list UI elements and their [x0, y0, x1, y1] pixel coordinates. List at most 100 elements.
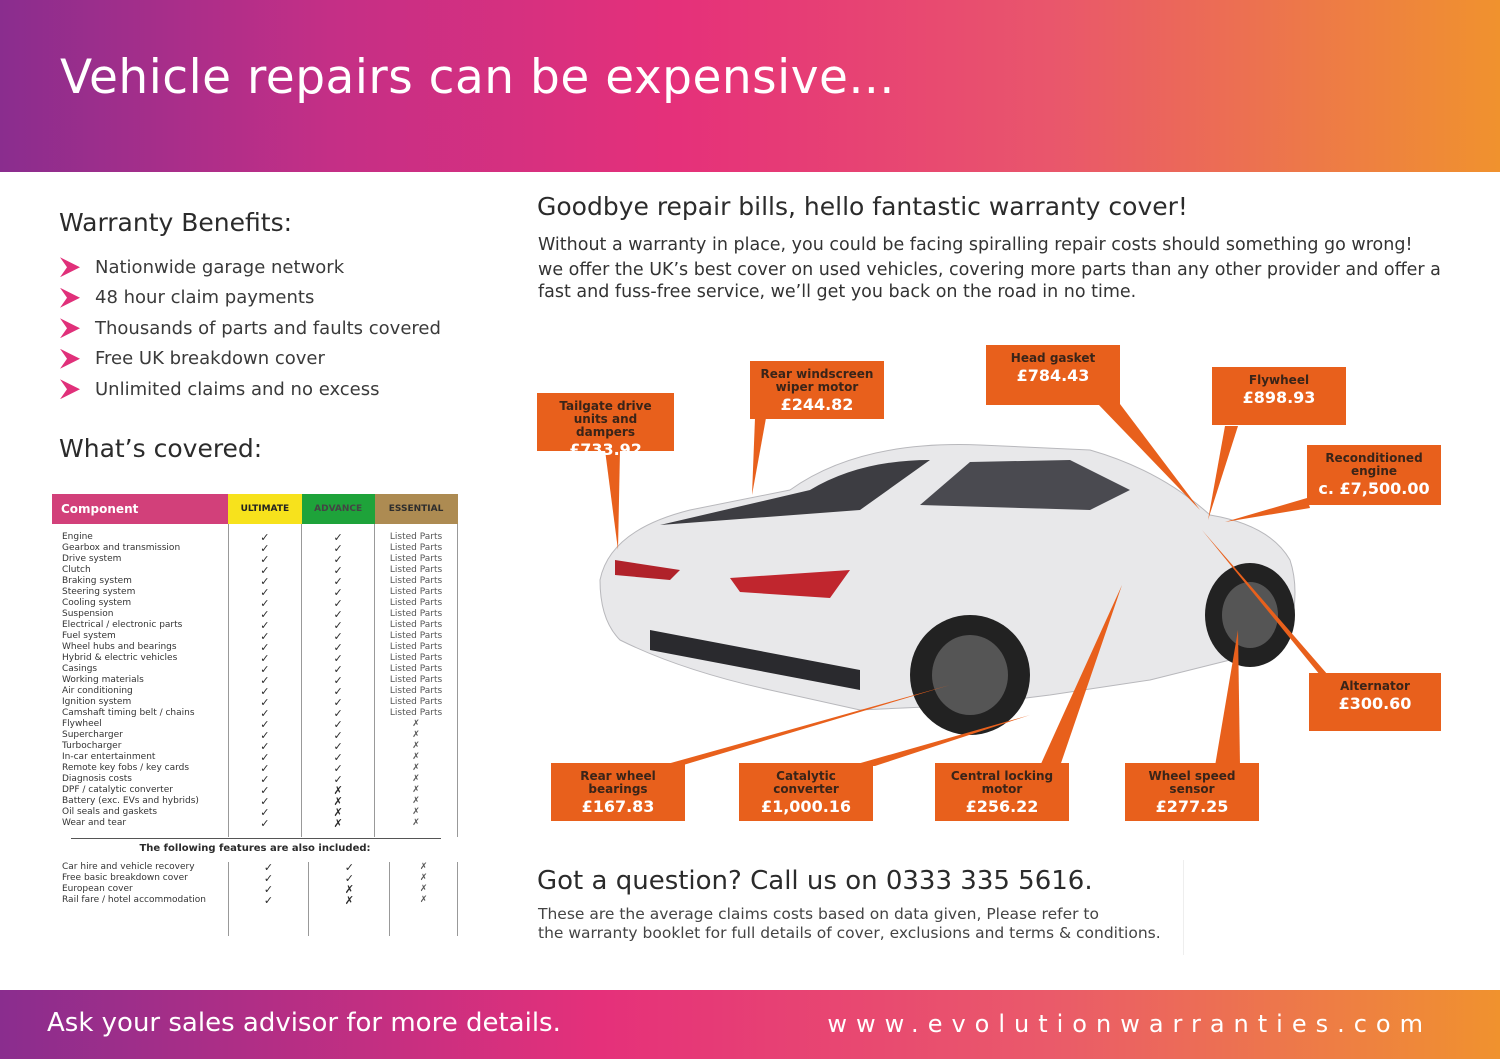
- advance-cell: ✓: [308, 873, 390, 884]
- essential-cell: Listed Parts: [374, 565, 458, 576]
- benefit-item: Thousands of parts and faults covered: [60, 313, 441, 344]
- component-name: Working materials: [62, 675, 144, 685]
- main-heading: Goodbye repair bills, hello fantastic wa…: [537, 192, 1188, 221]
- component-name: Gearbox and transmission: [62, 543, 181, 553]
- chevron-right-icon: [60, 318, 80, 339]
- ultimate-cell: ✓: [227, 576, 302, 587]
- table-row: Diagnosis costs ✓ ✓ ✗: [52, 774, 458, 785]
- essential-cell: ✗: [374, 752, 458, 763]
- essential-cell: Listed Parts: [374, 576, 458, 587]
- callout-price: £167.83: [581, 797, 655, 816]
- ultimate-cell: ✓: [227, 708, 302, 719]
- benefits-list: Nationwide garage network 48 hour claim p…: [60, 252, 441, 405]
- table-row: Wear and tear ✓ ✗ ✗: [52, 818, 458, 829]
- table-row: DPF / catalytic converter ✓ ✗ ✗: [52, 785, 458, 796]
- advance-cell: ✓: [301, 609, 375, 620]
- table-row: Camshaft timing belt / chains ✓ ✓ Listed Pa…: [52, 708, 458, 719]
- advance-cell: ✓: [301, 543, 375, 554]
- callout-pointers: [605, 404, 1328, 766]
- essential-cell: Listed Parts: [374, 664, 458, 675]
- component-name: Supercharger: [62, 730, 123, 740]
- intro-text: Without a warranty in place, you could b…: [538, 234, 1468, 303]
- advance-cell: ✓: [301, 763, 375, 774]
- repair-callout: Flywheel £898.93: [1212, 367, 1346, 425]
- col-ultimate: ULTIMATE: [228, 494, 302, 524]
- advance-cell: ✓: [301, 642, 375, 653]
- callout-label: Rear windscreen wiper motor: [760, 367, 874, 394]
- ultimate-cell: ✓: [227, 686, 302, 697]
- advance-cell: ✓: [301, 554, 375, 565]
- intro-line: Without a warranty in place, you could b…: [538, 235, 1413, 255]
- component-name: Casings: [62, 664, 98, 674]
- table-row: Rail fare / hotel accommodation ✓ ✗ ✗: [52, 895, 458, 906]
- table-row: Suspension ✓ ✓ Listed Parts: [52, 609, 458, 620]
- table-row: Air conditioning ✓ ✓ Listed Parts: [52, 686, 458, 697]
- component-name: Car hire and vehicle recovery: [62, 862, 195, 872]
- essential-cell: Listed Parts: [374, 620, 458, 631]
- features-title: The following features are also included…: [139, 843, 371, 854]
- component-name: DPF / catalytic converter: [62, 785, 173, 795]
- essential-cell: ✗: [374, 818, 458, 829]
- ultimate-cell: ✓: [227, 664, 302, 675]
- essential-cell: Listed Parts: [374, 554, 458, 565]
- features-section: The following features are also included…: [52, 838, 458, 936]
- ultimate-cell: ✓: [227, 818, 302, 829]
- ultimate-cell: ✓: [227, 565, 302, 576]
- component-name: Air conditioning: [62, 686, 133, 696]
- essential-cell: ✗: [389, 895, 458, 906]
- ultimate-cell: ✓: [227, 598, 302, 609]
- callout-price: £1,000.16: [760, 797, 852, 816]
- essential-cell: Listed Parts: [374, 642, 458, 653]
- essential-cell: ✗: [374, 774, 458, 785]
- ultimate-cell: ✓: [227, 543, 302, 554]
- benefit-label: Unlimited claims and no excess: [95, 378, 380, 400]
- component-name: Ignition system: [62, 697, 132, 707]
- divider: [1183, 860, 1184, 955]
- ultimate-cell: ✓: [227, 752, 302, 763]
- essential-cell: Listed Parts: [374, 675, 458, 686]
- essential-cell: ✗: [374, 807, 458, 818]
- chevron-right-icon: [60, 287, 80, 308]
- car-icon: [599, 444, 1296, 735]
- essential-cell: ✗: [389, 873, 458, 884]
- essential-cell: Listed Parts: [374, 708, 458, 719]
- advance-cell: ✓: [301, 719, 375, 730]
- chevron-right-icon: [60, 348, 80, 369]
- col-component: Component: [52, 494, 228, 524]
- essential-cell: Listed Parts: [374, 697, 458, 708]
- table-row: Wheel hubs and bearings ✓ ✓ Listed Parts: [52, 642, 458, 653]
- component-name: Rail fare / hotel accommodation: [62, 895, 206, 905]
- essential-cell: ✗: [374, 785, 458, 796]
- disclaimer-line: the warranty booklet for full details of…: [538, 924, 1161, 942]
- component-name: Oil seals and gaskets: [62, 807, 158, 817]
- callout-label: Tailgate drive units and dampers: [559, 399, 652, 439]
- advance-cell: ✓: [301, 620, 375, 631]
- component-name: Engine: [62, 532, 93, 542]
- callout-label: Head gasket: [1010, 351, 1096, 365]
- repair-callout: Rear windscreen wiper motor £244.82: [750, 361, 884, 419]
- repair-callout: Catalytic converter £1,000.16: [739, 763, 873, 821]
- essential-cell: Listed Parts: [374, 543, 458, 554]
- advance-cell: ✓: [301, 741, 375, 752]
- table-row: Steering system ✓ ✓ Listed Parts: [52, 587, 458, 598]
- table-row: Working materials ✓ ✓ Listed Parts: [52, 675, 458, 686]
- table-row: In-car entertainment ✓ ✓ ✗: [52, 752, 458, 763]
- chevron-right-icon: [60, 379, 80, 400]
- component-name: Remote key fobs / key cards: [62, 763, 190, 773]
- table-row: European cover ✓ ✗ ✗: [52, 884, 458, 895]
- advance-cell: ✗: [301, 818, 375, 829]
- advance-cell: ✗: [301, 807, 375, 818]
- ultimate-cell: ✓: [227, 884, 309, 895]
- callout-label: Wheel speed sensor: [1148, 769, 1236, 796]
- callout-label: Flywheel: [1248, 373, 1310, 387]
- benefits-title: Warranty Benefits:: [59, 208, 293, 237]
- website-link[interactable]: www.evolutionwarranties.com: [827, 1010, 1432, 1038]
- component-name: Drive system: [62, 554, 122, 564]
- benefit-label: 48 hour claim payments: [95, 287, 315, 309]
- callout-price: £733.92: [569, 440, 642, 459]
- table-row: Flywheel ✓ ✓ ✗: [52, 719, 458, 730]
- advance-cell: ✗: [301, 785, 375, 796]
- ultimate-cell: ✓: [227, 730, 302, 741]
- table-row: Fuel system ✓ ✓ Listed Parts: [52, 631, 458, 642]
- component-name: Turbocharger: [62, 741, 122, 751]
